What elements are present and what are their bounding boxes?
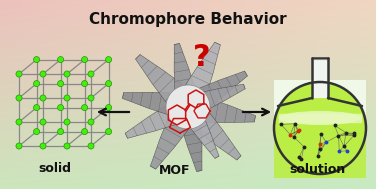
Circle shape xyxy=(274,82,366,174)
Polygon shape xyxy=(135,54,196,115)
Circle shape xyxy=(88,95,94,101)
Polygon shape xyxy=(177,42,220,110)
Circle shape xyxy=(88,71,94,77)
Polygon shape xyxy=(181,100,241,160)
Ellipse shape xyxy=(279,111,361,125)
Circle shape xyxy=(106,57,112,63)
Circle shape xyxy=(40,143,46,149)
Polygon shape xyxy=(150,102,198,169)
Circle shape xyxy=(16,71,22,77)
Text: solid: solid xyxy=(38,162,71,175)
Circle shape xyxy=(82,57,88,63)
Circle shape xyxy=(33,57,39,63)
Circle shape xyxy=(82,81,88,87)
Circle shape xyxy=(58,129,64,135)
Circle shape xyxy=(33,129,39,135)
Polygon shape xyxy=(181,104,219,158)
Circle shape xyxy=(64,71,70,77)
Circle shape xyxy=(64,95,70,101)
Text: MOF: MOF xyxy=(159,164,191,177)
Polygon shape xyxy=(177,107,202,171)
Circle shape xyxy=(276,84,364,173)
Circle shape xyxy=(82,129,88,135)
Polygon shape xyxy=(186,84,245,116)
Circle shape xyxy=(16,143,22,149)
Circle shape xyxy=(40,71,46,77)
Circle shape xyxy=(82,105,88,111)
Circle shape xyxy=(276,84,364,173)
Text: Chromophore Behavior: Chromophore Behavior xyxy=(89,12,287,27)
Circle shape xyxy=(64,143,70,149)
Text: ?: ? xyxy=(193,43,211,71)
Bar xyxy=(312,58,328,98)
Circle shape xyxy=(106,81,112,87)
Circle shape xyxy=(58,57,64,63)
Circle shape xyxy=(33,105,39,111)
Circle shape xyxy=(40,119,46,125)
Polygon shape xyxy=(188,94,256,123)
Circle shape xyxy=(106,105,112,111)
Circle shape xyxy=(16,95,22,101)
Circle shape xyxy=(88,143,94,149)
Polygon shape xyxy=(184,71,247,116)
Polygon shape xyxy=(276,83,364,121)
Bar xyxy=(274,80,366,118)
Circle shape xyxy=(166,85,210,129)
Text: solution: solution xyxy=(290,163,346,176)
Bar xyxy=(274,118,366,178)
Polygon shape xyxy=(123,92,188,119)
Circle shape xyxy=(58,81,64,87)
Circle shape xyxy=(106,129,112,135)
Circle shape xyxy=(33,81,39,87)
Circle shape xyxy=(16,119,22,125)
Circle shape xyxy=(58,105,64,111)
Circle shape xyxy=(88,119,94,125)
Circle shape xyxy=(64,119,70,125)
Circle shape xyxy=(40,95,46,101)
Polygon shape xyxy=(174,43,199,107)
Polygon shape xyxy=(125,97,191,138)
